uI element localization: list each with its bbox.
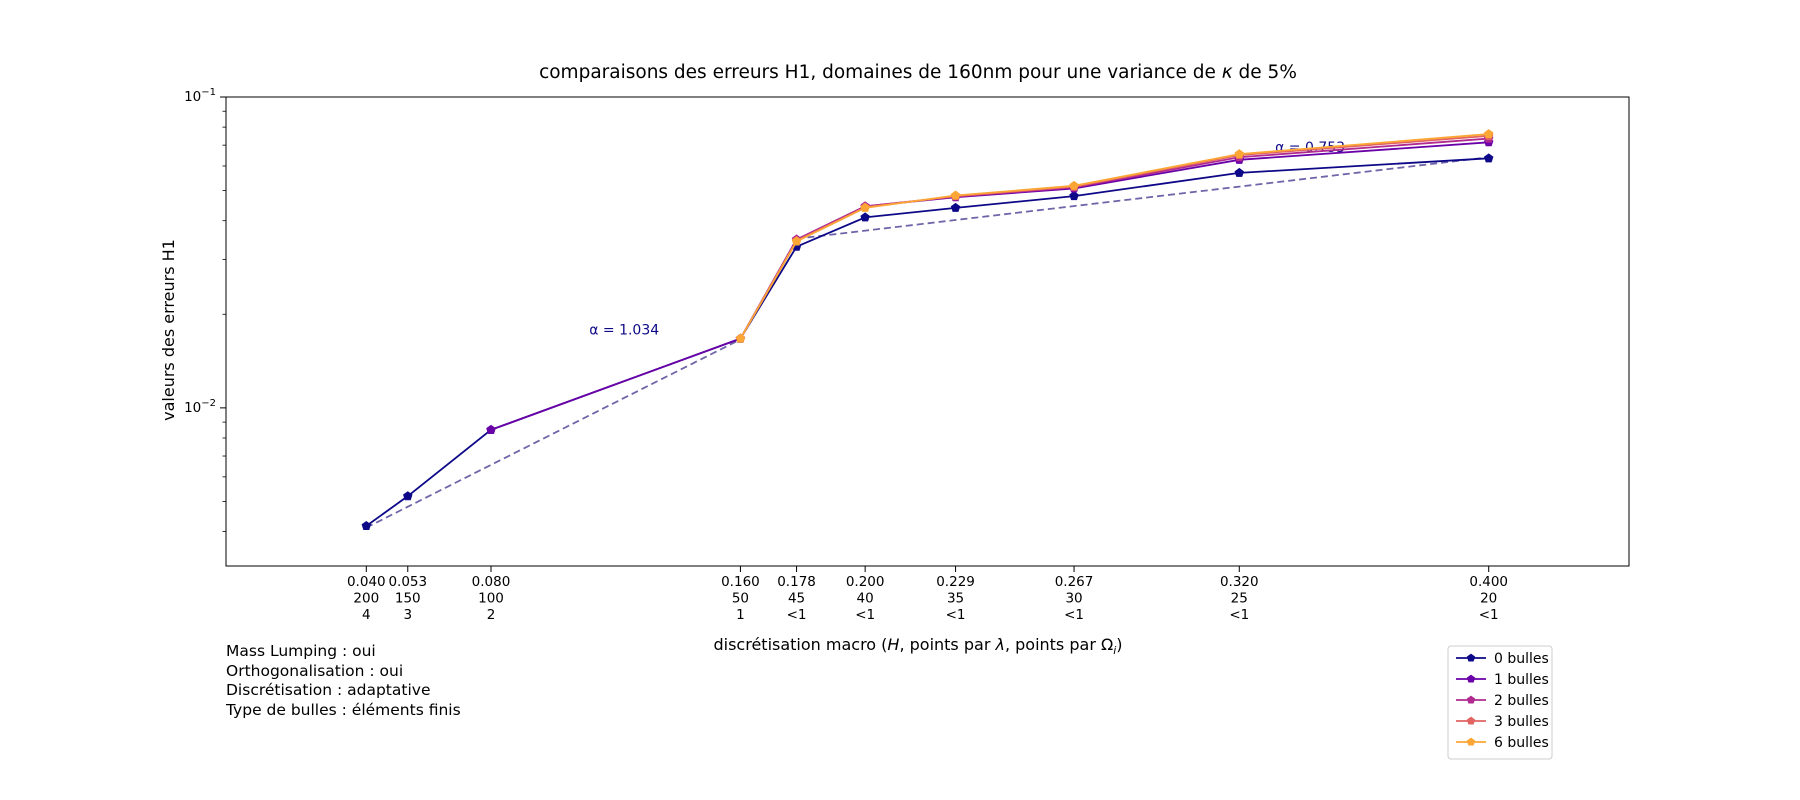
fit-line: [796, 156, 1489, 240]
legend-entry: 6 bulles: [1494, 735, 1549, 751]
series-line: [365, 157, 1489, 527]
x-tick-label: 1: [736, 607, 745, 623]
data-point: [860, 212, 870, 222]
x-tick-label: <1: [1479, 607, 1499, 623]
data-point: [1234, 167, 1245, 177]
x-tick-label: 2: [487, 607, 496, 623]
series-1: [486, 137, 1494, 434]
legend-entry: 1 bulles: [1494, 672, 1549, 688]
series-lines: [361, 129, 1494, 530]
note-mass-lumping: Mass Lumping : oui: [226, 642, 376, 660]
x-tick-label: 0.267: [1055, 574, 1094, 590]
x-tick-label: 0.053: [388, 574, 427, 590]
parameter-notes: Mass Lumping : oui Orthogonalisation : o…: [226, 642, 461, 720]
x-tick-label: 45: [788, 591, 805, 607]
y-axis-ticks: 10−1 10−2: [184, 87, 226, 532]
data-point: [950, 190, 961, 200]
y-tick-label: 10−2: [184, 398, 216, 416]
x-tick-label: 0.400: [1469, 574, 1508, 590]
note-bubble-type: Type de bulles : éléments finis: [226, 700, 461, 719]
series-line: [490, 141, 1489, 431]
data-point: [1069, 180, 1079, 190]
data-point: [1234, 149, 1245, 159]
legend-marker: [1466, 653, 1476, 662]
data-point: [1483, 129, 1494, 139]
series-4: [735, 129, 1494, 343]
x-tick-label: 0.160: [721, 574, 760, 590]
x-tick-label: 35: [947, 591, 964, 607]
x-tick-label: <1: [1229, 607, 1249, 623]
legend-marker: [1466, 716, 1476, 725]
x-tick-label: 0.080: [472, 574, 511, 590]
x-tick-label: 0.200: [846, 574, 885, 590]
legend: 0 bulles 1 bulles 2 bulles 3 bulles 6 bulles: [1447, 645, 1553, 760]
legend-entry: 3 bulles: [1494, 714, 1549, 730]
series-line: [739, 134, 1489, 340]
x-tick-label: <1: [855, 607, 875, 623]
series-line: [739, 137, 1489, 340]
x-tick-label: <1: [787, 607, 807, 623]
x-tick-label: 0.178: [777, 574, 816, 590]
legend-marker: [1466, 674, 1476, 683]
fit-line: [365, 338, 741, 529]
x-tick-label: 50: [732, 591, 749, 607]
x-tick-label: 30: [1065, 591, 1082, 607]
x-tick-label: <1: [1064, 607, 1084, 623]
y-axis-label: valeurs des erreurs H1: [159, 239, 178, 421]
legend-marker: [1466, 737, 1476, 746]
x-tick-label: 3: [403, 607, 412, 623]
y-tick-label: 10−1: [184, 87, 216, 105]
data-point: [403, 491, 413, 501]
data-point: [860, 202, 870, 212]
x-tick-label: 20: [1480, 591, 1497, 607]
data-point: [361, 520, 372, 530]
legend-box: [1447, 645, 1553, 760]
note-orthogonalisation: Orthogonalisation : oui: [226, 661, 404, 680]
series-3: [735, 130, 1494, 343]
legend-marker: [1466, 695, 1476, 704]
x-tick-label: 0.229: [936, 574, 975, 590]
data-point: [735, 333, 746, 343]
data-point: [486, 424, 496, 434]
x-tick-label: 40: [857, 591, 874, 607]
data-point: [791, 236, 802, 246]
x-tick-label: 0.040: [347, 574, 386, 590]
x-tick-label: 200: [353, 591, 379, 607]
series-0: [361, 153, 1494, 530]
data-point: [950, 202, 961, 212]
fit-annotation: α = 1.034: [589, 323, 659, 339]
plot-area-frame: [225, 96, 1630, 567]
x-tick-label: 4: [362, 607, 371, 623]
x-axis-label: discrétisation macro (H, points par λ, p…: [713, 635, 1122, 657]
legend-entry: 2 bulles: [1494, 693, 1549, 709]
x-tick-label: 100: [478, 591, 504, 607]
data-point: [1069, 191, 1079, 201]
data-point: [1483, 153, 1494, 163]
x-tick-label: 25: [1231, 591, 1248, 607]
chart-title: comparaisons des erreurs H1, domaines de…: [539, 62, 1297, 83]
x-tick-label: <1: [946, 607, 966, 623]
x-tick-label: 0.320: [1220, 574, 1259, 590]
note-discretisation: Discrétisation : adaptative: [226, 681, 431, 699]
legend-entry: 0 bulles: [1494, 651, 1549, 667]
x-tick-label: 150: [395, 591, 421, 607]
